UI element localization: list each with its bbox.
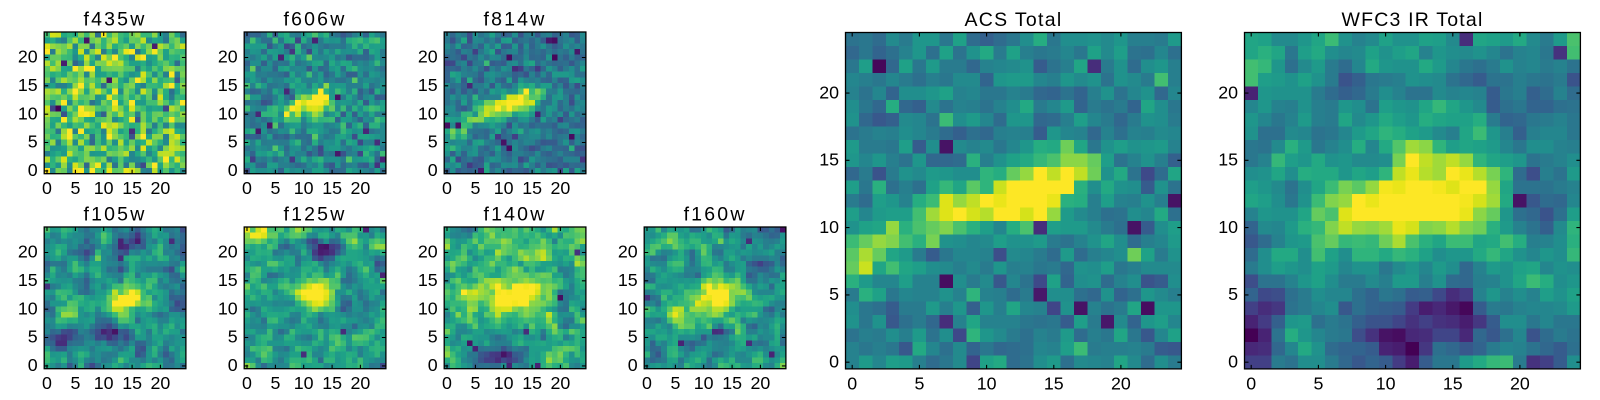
svg-text:f814w: f814w <box>483 9 546 31</box>
svg-text:10: 10 <box>694 373 714 393</box>
svg-text:5: 5 <box>28 327 38 347</box>
svg-text:20: 20 <box>751 373 771 393</box>
svg-text:10: 10 <box>94 178 114 198</box>
svg-text:20: 20 <box>218 47 238 67</box>
svg-text:5: 5 <box>70 373 80 393</box>
svg-text:f125w: f125w <box>283 204 346 226</box>
svg-text:10: 10 <box>294 373 314 393</box>
svg-text:5: 5 <box>670 373 680 393</box>
svg-text:f435w: f435w <box>83 9 146 31</box>
svg-text:10: 10 <box>418 103 438 123</box>
svg-text:0: 0 <box>42 178 52 198</box>
svg-text:WFC3 IR Total: WFC3 IR Total <box>1341 9 1483 31</box>
svg-text:5: 5 <box>628 327 638 347</box>
svg-text:15: 15 <box>618 270 638 290</box>
svg-text:0: 0 <box>242 373 252 393</box>
svg-text:5: 5 <box>270 178 280 198</box>
svg-text:f606w: f606w <box>283 9 346 31</box>
svg-text:15: 15 <box>418 270 438 290</box>
svg-text:0: 0 <box>428 160 438 180</box>
svg-text:20: 20 <box>418 242 438 262</box>
svg-text:15: 15 <box>1218 150 1238 170</box>
svg-text:5: 5 <box>1313 373 1323 393</box>
svg-text:10: 10 <box>218 103 238 123</box>
svg-text:15: 15 <box>18 270 38 290</box>
svg-text:0: 0 <box>242 178 252 198</box>
svg-text:f105w: f105w <box>83 204 146 226</box>
svg-text:0: 0 <box>228 160 238 180</box>
svg-text:20: 20 <box>1510 373 1530 393</box>
svg-text:0: 0 <box>847 373 857 393</box>
svg-text:10: 10 <box>94 373 114 393</box>
svg-text:20: 20 <box>18 47 38 67</box>
svg-text:20: 20 <box>551 178 571 198</box>
svg-text:10: 10 <box>618 298 638 318</box>
svg-text:5: 5 <box>1228 284 1238 304</box>
svg-text:5: 5 <box>428 327 438 347</box>
svg-text:20: 20 <box>218 242 238 262</box>
svg-text:5: 5 <box>428 132 438 152</box>
svg-text:0: 0 <box>42 373 52 393</box>
svg-text:10: 10 <box>494 178 514 198</box>
svg-text:20: 20 <box>418 47 438 67</box>
svg-text:f160w: f160w <box>684 204 747 226</box>
svg-text:5: 5 <box>228 327 238 347</box>
svg-text:5: 5 <box>829 284 839 304</box>
svg-text:5: 5 <box>914 373 924 393</box>
svg-text:0: 0 <box>642 373 652 393</box>
svg-text:0: 0 <box>28 160 38 180</box>
svg-text:0: 0 <box>1246 373 1256 393</box>
svg-text:0: 0 <box>442 373 452 393</box>
svg-text:20: 20 <box>351 373 371 393</box>
svg-text:15: 15 <box>418 75 438 95</box>
svg-text:0: 0 <box>829 351 839 371</box>
svg-text:15: 15 <box>122 373 142 393</box>
svg-text:15: 15 <box>522 373 542 393</box>
svg-text:15: 15 <box>1443 373 1463 393</box>
svg-text:10: 10 <box>418 298 438 318</box>
svg-text:5: 5 <box>470 373 480 393</box>
svg-text:15: 15 <box>522 178 542 198</box>
svg-text:15: 15 <box>1044 373 1064 393</box>
svg-text:0: 0 <box>228 355 238 375</box>
svg-text:15: 15 <box>122 178 142 198</box>
svg-text:ACS Total: ACS Total <box>964 9 1062 31</box>
svg-text:5: 5 <box>470 178 480 198</box>
svg-text:0: 0 <box>428 355 438 375</box>
svg-text:15: 15 <box>18 75 38 95</box>
svg-text:20: 20 <box>1218 82 1238 102</box>
svg-text:20: 20 <box>351 178 371 198</box>
svg-text:5: 5 <box>70 178 80 198</box>
svg-text:20: 20 <box>551 373 571 393</box>
svg-text:0: 0 <box>628 355 638 375</box>
svg-text:20: 20 <box>819 82 839 102</box>
svg-text:20: 20 <box>151 178 171 198</box>
svg-text:0: 0 <box>28 355 38 375</box>
svg-text:5: 5 <box>270 373 280 393</box>
svg-text:20: 20 <box>18 242 38 262</box>
svg-text:10: 10 <box>494 373 514 393</box>
svg-text:5: 5 <box>28 132 38 152</box>
svg-text:15: 15 <box>819 150 839 170</box>
svg-text:10: 10 <box>218 298 238 318</box>
svg-text:15: 15 <box>322 178 342 198</box>
svg-text:0: 0 <box>442 178 452 198</box>
svg-text:10: 10 <box>18 298 38 318</box>
svg-text:5: 5 <box>228 132 238 152</box>
svg-text:10: 10 <box>1376 373 1396 393</box>
svg-text:20: 20 <box>151 373 171 393</box>
svg-text:10: 10 <box>1218 217 1238 237</box>
svg-text:f140w: f140w <box>483 204 546 226</box>
svg-text:15: 15 <box>722 373 742 393</box>
svg-text:10: 10 <box>819 217 839 237</box>
svg-text:15: 15 <box>322 373 342 393</box>
svg-text:15: 15 <box>218 75 238 95</box>
svg-text:10: 10 <box>977 373 997 393</box>
svg-text:10: 10 <box>18 103 38 123</box>
svg-text:15: 15 <box>218 270 238 290</box>
svg-text:0: 0 <box>1228 351 1238 371</box>
svg-text:20: 20 <box>618 242 638 262</box>
svg-text:10: 10 <box>294 178 314 198</box>
svg-text:20: 20 <box>1111 373 1131 393</box>
